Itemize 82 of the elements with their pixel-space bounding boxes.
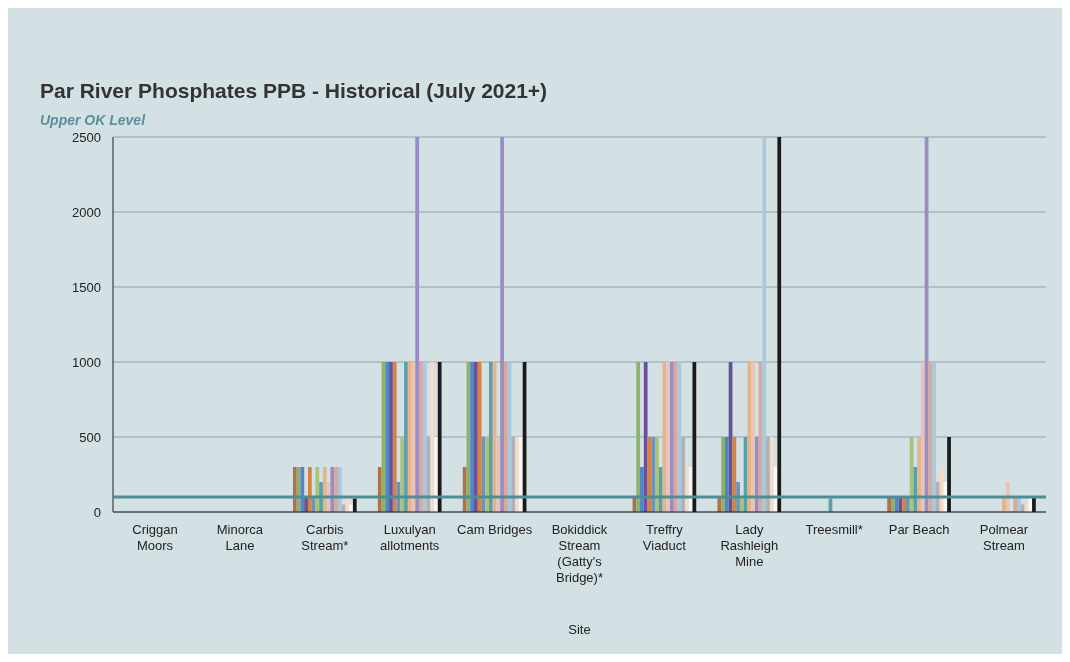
bar: [658, 467, 663, 512]
bar: [1005, 482, 1010, 512]
bar: [407, 362, 412, 512]
bar: [666, 362, 671, 512]
y-tick-label: 1000: [72, 354, 101, 370]
bar: [496, 437, 501, 512]
bar: [651, 437, 656, 512]
bar: [685, 467, 689, 512]
bar: [754, 437, 759, 512]
bar: [392, 362, 397, 512]
x-axis-title: Site: [568, 622, 591, 637]
bar: [488, 362, 493, 512]
bar: [422, 362, 427, 512]
bar: [292, 467, 297, 512]
bar: [415, 137, 420, 512]
bar: [337, 467, 342, 512]
bar: [400, 437, 405, 512]
bar: [515, 437, 519, 512]
bar: [462, 467, 467, 512]
bar: [430, 362, 435, 512]
bar: [404, 362, 408, 512]
chart-title: Par River Phosphates PPB - Historical (July 2021+): [40, 79, 548, 102]
x-tick-label: Bokiddick Stream (Gatty's Bridge)*: [551, 522, 608, 585]
x-tick-label: Treffry Viaduct: [642, 522, 687, 553]
x-tick-label: Luxulyan allotments: [380, 522, 440, 553]
bar: [322, 467, 327, 512]
bar: [928, 362, 933, 512]
bar: [670, 362, 674, 512]
bar: [943, 482, 948, 512]
bar: [315, 467, 320, 512]
bar: [724, 437, 729, 512]
x-tick-label: Lady Rashleigh Mine: [720, 522, 779, 569]
bar: [481, 437, 486, 512]
bar: [434, 437, 438, 512]
bar: [385, 362, 390, 512]
bar: [307, 467, 312, 512]
y-tick-label: 2000: [72, 204, 101, 220]
x-tick-label: Criggan Moors: [132, 522, 178, 553]
bar: [747, 362, 752, 512]
chart-subtitle: Upper OK Level: [40, 112, 147, 128]
bar: [769, 437, 774, 512]
x-tick-label: Treesmill*: [805, 522, 863, 537]
bar: [751, 362, 755, 512]
bar: [920, 362, 925, 512]
bar: [470, 362, 475, 512]
x-tick-label: Carbis Stream*: [301, 522, 349, 553]
bar: [300, 467, 305, 512]
bar: [762, 137, 767, 512]
x-tick-label: Polmear Stream: [979, 522, 1029, 553]
bar: [511, 437, 516, 512]
bar: [721, 437, 725, 512]
bar: [913, 467, 918, 512]
y-tick-label: 500: [79, 429, 101, 445]
y-tick-label: 1500: [72, 279, 101, 295]
bar: [932, 362, 936, 512]
bar: [732, 437, 737, 512]
bar: [485, 437, 489, 512]
bar: [673, 362, 678, 512]
bar: [330, 467, 335, 512]
bar: [681, 437, 685, 512]
bar: [655, 437, 659, 512]
bar: [636, 362, 641, 512]
bar: [389, 362, 393, 512]
bar: [766, 437, 770, 512]
bar: [419, 362, 423, 512]
bar: [500, 137, 504, 512]
bar: [474, 362, 478, 512]
y-tick-label: 2500: [72, 129, 101, 145]
bar: [334, 467, 338, 512]
bar: [917, 437, 921, 512]
bar: [736, 482, 740, 512]
x-tick-label: Minorca Lane: [216, 522, 264, 553]
bar: [643, 362, 648, 512]
bar: [518, 437, 523, 512]
bar: [319, 482, 323, 512]
bar: [935, 482, 940, 512]
y-tick-label: 0: [93, 504, 101, 520]
bar: [640, 467, 644, 512]
x-tick-label: Par Beach: [888, 522, 950, 537]
bar: [377, 467, 382, 512]
x-tick-label: Cam Bridges: [457, 522, 533, 537]
bar: [503, 362, 508, 512]
